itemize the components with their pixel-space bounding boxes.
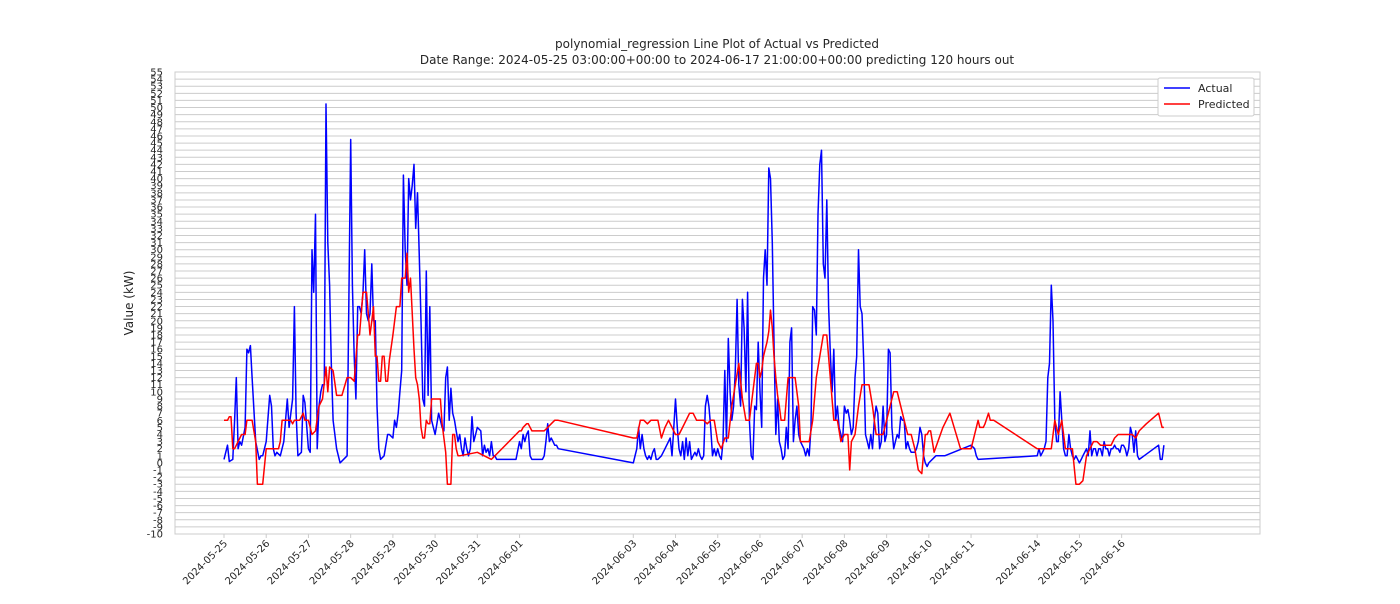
y-tick-label: 37 (150, 195, 163, 206)
y-tick-label: 23 (150, 295, 163, 306)
y-tick-label: 19 (150, 323, 163, 334)
y-tick-label: 16 (150, 345, 163, 356)
y-tick-label: 55 (150, 68, 163, 79)
y-tick-labels: -10-9-8-7-6-5-4-3-2-10123456789101112131… (147, 68, 163, 541)
y-tick-label: 42 (150, 160, 163, 171)
y-tick-label: 1 (157, 451, 163, 462)
y-tick-label: 10 (150, 387, 163, 398)
y-tick-label: -7 (153, 508, 163, 519)
y-tick-label: 27 (150, 267, 163, 278)
legend-label-predicted: Predicted (1198, 98, 1250, 111)
y-tick-label: -6 (153, 501, 163, 512)
y-tick-label: 22 (150, 302, 163, 313)
y-tick-label: 5 (157, 423, 163, 434)
y-tick-label: 44 (150, 146, 163, 157)
y-tick-label: 3 (157, 437, 163, 448)
y-tick-label: 49 (150, 110, 163, 121)
y-tick-label: 51 (150, 96, 163, 107)
y-tick-label: 2 (157, 444, 163, 455)
y-tick-label: 50 (150, 103, 163, 114)
y-tick-label: 26 (150, 274, 163, 285)
y-tick-label: -5 (153, 494, 163, 505)
y-tick-label: 6 (157, 416, 163, 427)
y-tick-label: 20 (150, 316, 163, 327)
legend-label-actual: Actual (1198, 82, 1232, 95)
y-tick-label: 11 (150, 380, 163, 391)
y-tick-label: 54 (150, 75, 163, 86)
y-tick-label: 36 (150, 203, 163, 214)
y-tick-label: 29 (150, 252, 163, 263)
y-tick-label: 46 (150, 131, 163, 142)
y-tick-label: 31 (150, 238, 163, 249)
y-tick-label: 25 (150, 281, 163, 292)
chart-title: polynomial_regression Line Plot of Actua… (555, 37, 879, 51)
y-axis-label: Value (kW) (122, 271, 136, 336)
series-line-actual (223, 103, 1165, 468)
y-tick-label: 12 (150, 373, 163, 384)
y-tick-label: 38 (150, 188, 163, 199)
y-tick-label: 41 (150, 167, 163, 178)
y-tick-label: 15 (150, 352, 163, 363)
y-tick-label: 17 (150, 338, 163, 349)
y-tick-label: 9 (157, 394, 163, 405)
y-tick-label: 39 (150, 181, 163, 192)
y-tick-label: 32 (150, 231, 163, 242)
y-tick-label: 48 (150, 117, 163, 128)
y-tick-label: 53 (150, 82, 163, 93)
y-tick-label: 45 (150, 139, 163, 150)
y-tick-label: 24 (150, 288, 163, 299)
series-line-predicted (224, 252, 1164, 485)
y-tick-label: -3 (153, 480, 163, 491)
y-tick-label: 35 (150, 210, 163, 221)
y-tick-label: 18 (150, 330, 163, 341)
series-lines (223, 103, 1165, 485)
y-tick-label: -8 (153, 515, 163, 526)
y-tick-label: 43 (150, 153, 163, 164)
y-tick-label: 21 (150, 309, 163, 320)
y-tick-label: -10 (147, 530, 163, 541)
y-tick-label: 33 (150, 224, 163, 235)
y-tick-label: 7 (157, 409, 163, 420)
y-tick-label: 28 (150, 259, 163, 270)
y-tick-label: 8 (157, 402, 163, 413)
y-tick-label: -4 (153, 487, 163, 498)
plot-area (175, 72, 1260, 534)
y-tick-label: 30 (150, 245, 163, 256)
chart-subtitle: Date Range: 2024-05-25 03:00:00+00:00 to… (420, 53, 1015, 67)
y-tick-label: 40 (150, 174, 163, 185)
y-tick-label: -2 (153, 473, 163, 484)
y-tick-label: 34 (150, 217, 163, 228)
y-tick-label: 0 (157, 458, 163, 469)
y-tick-label: 4 (157, 430, 163, 441)
y-tick-label: 52 (150, 89, 163, 100)
legend: Actual Predicted (1157, 77, 1255, 117)
y-tick-label: 14 (150, 359, 163, 370)
y-tick-label: 47 (150, 124, 163, 135)
y-tick-label: -1 (153, 466, 163, 477)
y-tick-label: 13 (150, 366, 163, 377)
y-tick-label: -9 (153, 522, 163, 533)
